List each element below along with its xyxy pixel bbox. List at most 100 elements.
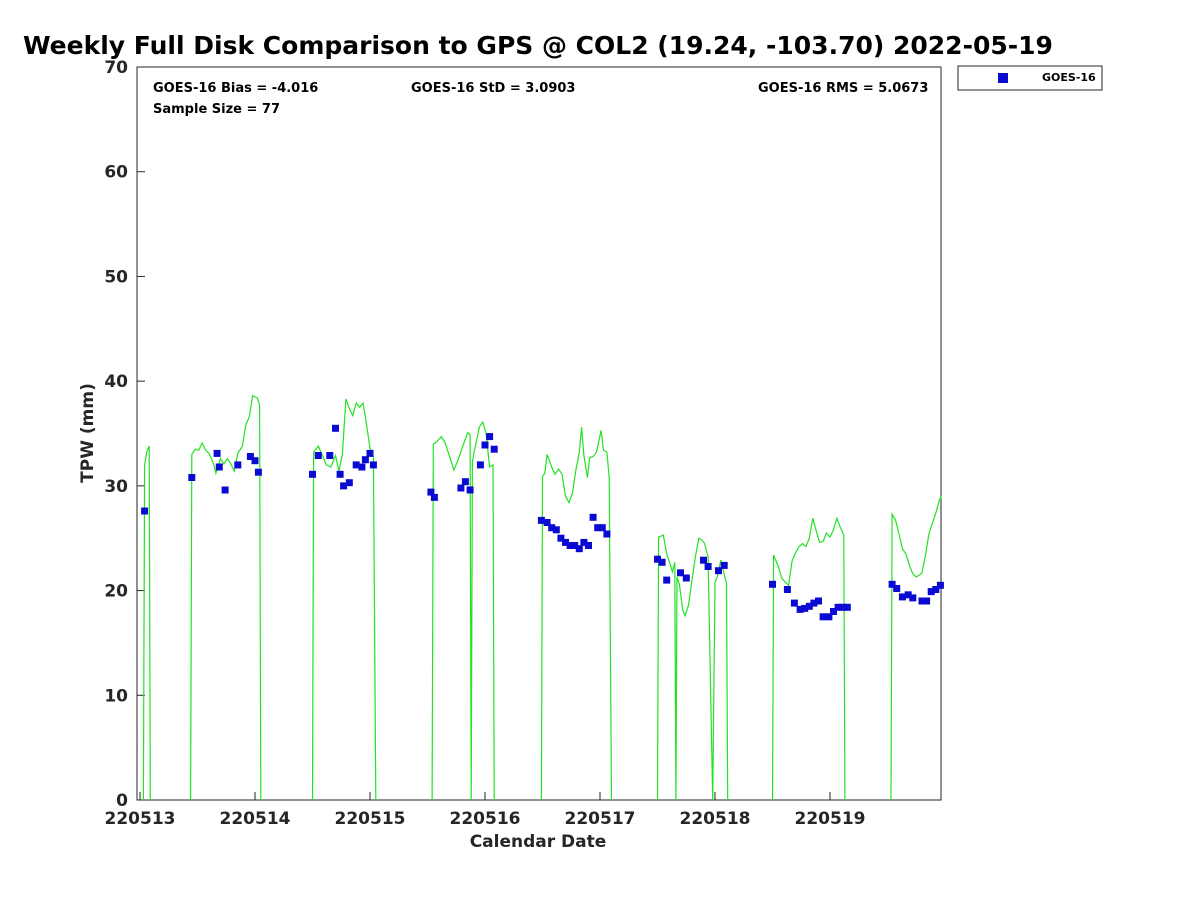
goes-point xyxy=(805,602,813,610)
goes-point xyxy=(830,608,837,615)
goes-point xyxy=(430,493,438,501)
goes-point xyxy=(704,563,712,570)
goes-point xyxy=(358,463,366,471)
y-axis-label: TPW (mm) xyxy=(78,383,98,483)
goes-point xyxy=(700,556,707,564)
goes-point xyxy=(552,526,560,534)
y-tick-label: 50 xyxy=(104,267,128,287)
goes-point xyxy=(769,580,776,588)
goes-point xyxy=(490,445,498,453)
x-tick-label: 220518 xyxy=(680,809,751,829)
gps-line-segment xyxy=(142,445,151,801)
goes-point xyxy=(825,613,833,621)
goes-point xyxy=(352,461,360,469)
goes-point xyxy=(566,542,574,549)
goes-point xyxy=(598,524,606,532)
x-axis: 220513 220514 220515 220516 220517 220518 2205… xyxy=(105,792,866,829)
bias-stat: GOES-16 Bias = -4.016 xyxy=(153,81,318,96)
goes-point xyxy=(326,452,334,459)
goes-point xyxy=(537,516,545,524)
goes-point xyxy=(366,449,374,457)
y-tick-label: 10 xyxy=(104,686,128,706)
goes-point xyxy=(548,524,556,532)
x-tick-label: 220516 xyxy=(450,809,521,829)
goes-point xyxy=(801,604,809,612)
goes-point xyxy=(575,545,583,553)
goes-point xyxy=(898,593,906,601)
goes-point xyxy=(457,484,465,492)
goes-point xyxy=(888,580,896,588)
x-axis-label: Calendar Date xyxy=(470,832,607,852)
gps-line-segment xyxy=(890,496,942,801)
gps-line-segment xyxy=(656,534,729,801)
goes-point xyxy=(927,588,935,596)
goes-point xyxy=(663,576,671,584)
goes-point xyxy=(213,449,221,457)
goes-point xyxy=(336,470,344,478)
plot-area xyxy=(136,66,942,801)
goes-point xyxy=(476,461,484,469)
gps-line-segment xyxy=(431,420,495,801)
goes-point xyxy=(251,457,259,465)
goes-point xyxy=(254,468,262,476)
goes-point xyxy=(682,574,690,582)
goes-point xyxy=(923,597,931,605)
goes-point xyxy=(932,586,940,593)
goes-point xyxy=(557,534,565,542)
gps-line-segment xyxy=(311,398,377,801)
x-tick-label: 220513 xyxy=(105,809,176,829)
goes-point xyxy=(571,542,579,549)
sample-size-stat: Sample Size = 77 xyxy=(153,102,280,117)
goes-point xyxy=(361,456,369,464)
x-tick-label: 220517 xyxy=(565,809,636,829)
goes-point xyxy=(215,463,223,471)
goes-point xyxy=(141,507,149,515)
goes-point xyxy=(843,603,851,611)
goes-point xyxy=(909,594,917,602)
legend-label-goes: GOES-16 xyxy=(1042,71,1096,84)
y-tick-label: 40 xyxy=(104,372,128,392)
goes-point xyxy=(585,542,592,549)
goes-point xyxy=(783,586,791,593)
y-tick-label: 60 xyxy=(104,163,128,183)
goes-point xyxy=(234,461,242,469)
gps-series xyxy=(142,394,942,801)
goes-point xyxy=(936,581,944,589)
y-tick-label: 70 xyxy=(104,58,128,78)
y-tick-label: 20 xyxy=(104,582,128,602)
legend-marker-goes xyxy=(998,73,1008,83)
goes-point xyxy=(819,613,827,621)
goes-point xyxy=(188,474,196,481)
goes-point xyxy=(658,558,666,566)
goes-point xyxy=(715,567,722,575)
goes-point xyxy=(369,461,377,469)
goes-point xyxy=(720,561,728,569)
y-tick-label: 0 xyxy=(116,791,128,811)
gps-line-segment xyxy=(190,394,262,801)
goes-point xyxy=(486,433,494,441)
goes-point xyxy=(677,569,684,577)
goes-point xyxy=(314,452,322,459)
goes-point xyxy=(221,486,229,494)
goes-point xyxy=(918,597,926,605)
gps-line-segment xyxy=(771,516,846,801)
goes-point xyxy=(790,599,798,607)
goes-point xyxy=(839,603,847,611)
goes-point xyxy=(562,538,569,546)
goes-point xyxy=(893,585,901,592)
legend-box xyxy=(957,65,1103,91)
chart-title: Weekly Full Disk Comparison to GPS @ COL… xyxy=(23,31,1053,60)
goes-point xyxy=(246,453,254,460)
goes-point xyxy=(815,597,822,605)
goes-point xyxy=(345,479,353,487)
x-tick-label: 220519 xyxy=(795,809,866,829)
goes-point xyxy=(594,524,602,532)
goes-point xyxy=(427,488,435,496)
goes-point xyxy=(466,486,474,494)
x-tick-label: 220515 xyxy=(335,809,406,829)
goes-point xyxy=(332,424,339,432)
goes-point xyxy=(309,470,316,478)
goes-point xyxy=(810,599,818,607)
y-axis: 0 10 20 30 40 50 60 70 xyxy=(104,58,145,811)
